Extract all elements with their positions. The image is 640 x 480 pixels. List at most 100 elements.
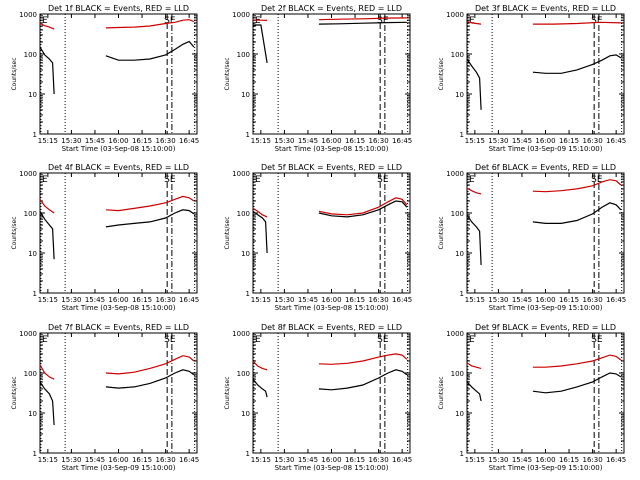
y-tick-label: 1000 (232, 11, 250, 19)
x-tick-label: 16:00 (321, 296, 341, 304)
y-tick-label: 10 (28, 91, 37, 99)
series-events-segment-1 (252, 378, 268, 398)
series-events-segment-1 (253, 24, 268, 63)
series-events-segment-2 (105, 369, 195, 389)
y-axis-title: Counts/sec (11, 57, 18, 90)
series-events-segment-2 (532, 54, 622, 74)
x-tick-label: 16:30 (369, 137, 389, 145)
marker-e: E (255, 16, 261, 26)
series-lld-segment-1 (39, 364, 55, 380)
x-tick-label: 15:15 (251, 456, 271, 464)
marker-e: E (42, 16, 48, 26)
series-lld-segment-2 (105, 195, 195, 212)
x-tick-label: 16:45 (392, 456, 412, 464)
x-tick-label: 16:45 (606, 296, 626, 304)
series-lld-segment-1 (39, 22, 55, 30)
x-tick-label: 16:45 (606, 456, 626, 464)
series-lld-segment-2 (532, 179, 622, 193)
x-axis-title: Start Time (03-Sep-09 15:10:00) (489, 464, 603, 472)
x-tick-label: 16:15 (345, 456, 365, 464)
x-tick-label: 16:30 (156, 137, 176, 145)
x-tick-label: 15:45 (298, 296, 318, 304)
marker-e: E (42, 175, 48, 185)
series-events-segment-1 (39, 210, 55, 260)
marker-se: SE (377, 335, 389, 345)
x-tick-label: 16:45 (392, 296, 412, 304)
series-lld-segment-1 (466, 187, 482, 195)
chart-title: Det 6f BLACK = Events, RED = LLD (475, 163, 616, 172)
x-axis-title: Start Time (03-Sep-08 15:10:00) (275, 464, 389, 472)
series-events-segment-1 (466, 58, 482, 110)
x-tick-label: 16:45 (179, 296, 199, 304)
x-tick-label: 15:30 (274, 296, 294, 304)
y-tick-label: 100 (24, 51, 37, 59)
x-tick-label: 15:30 (488, 456, 508, 464)
series-lld-segment-2 (318, 353, 408, 365)
marker-e: E (469, 16, 475, 26)
plot-frame (466, 13, 625, 135)
y-tick-label: 1 (460, 450, 464, 458)
x-tick-label: 16:00 (535, 137, 555, 145)
x-axis-title: Start Time (03-Sep-09 15:10:00) (62, 464, 176, 472)
series-lld-segment-1 (466, 20, 482, 25)
x-tick-label: 15:15 (251, 296, 271, 304)
chart-title: Det 1f BLACK = Events, RED = LLD (48, 4, 189, 13)
chart-title: Det 5f BLACK = Events, RED = LLD (261, 163, 402, 172)
x-tick-label: 15:15 (38, 137, 58, 145)
y-tick-label: 100 (237, 51, 250, 59)
x-tick-label: 15:45 (512, 137, 532, 145)
y-tick-label: 1000 (232, 330, 250, 338)
series-lld-segment-2 (318, 17, 407, 21)
marker-se: SE (164, 335, 176, 345)
x-tick-label: 15:45 (512, 296, 532, 304)
marker-se: SE (377, 16, 389, 26)
x-tick-label: 16:00 (535, 456, 555, 464)
y-tick-label: 1 (246, 290, 250, 298)
x-tick-label: 16:45 (179, 137, 199, 145)
series-lld-segment-1 (466, 362, 482, 369)
y-tick-label: 10 (241, 410, 250, 418)
marker-se: SE (591, 175, 603, 185)
y-tick-label: 10 (455, 91, 464, 99)
x-axis-title: Start Time (03-Sep-09 15:10:00) (489, 304, 603, 312)
y-tick-label: 1000 (232, 170, 250, 178)
x-tick-label: 15:45 (298, 137, 318, 145)
x-axis-title: Start Time (03-Sep-08 15:10:00) (275, 304, 389, 312)
x-tick-label: 15:30 (274, 456, 294, 464)
plot-frame (252, 332, 411, 454)
x-tick-label: 15:30 (61, 137, 81, 145)
plot-frame (252, 13, 411, 135)
y-tick-label: 1000 (19, 170, 37, 178)
y-tick-label: 1 (460, 290, 464, 298)
x-tick-label: 16:00 (108, 456, 128, 464)
x-tick-label: 16:00 (108, 296, 128, 304)
x-tick-label: 15:15 (465, 137, 485, 145)
series-lld-segment-2 (318, 197, 408, 216)
y-tick-label: 100 (237, 210, 250, 218)
x-tick-label: 16:30 (583, 296, 603, 304)
series-events-segment-2 (105, 40, 195, 61)
x-tick-label: 15:45 (85, 296, 105, 304)
y-tick-label: 1 (246, 450, 250, 458)
x-tick-label: 16:15 (132, 456, 152, 464)
x-tick-label: 16:00 (321, 456, 341, 464)
x-tick-label: 16:45 (606, 137, 626, 145)
x-tick-label: 16:15 (345, 296, 365, 304)
y-tick-label: 1000 (19, 11, 37, 19)
y-tick-label: 1000 (446, 170, 464, 178)
x-tick-label: 15:15 (38, 296, 58, 304)
y-tick-label: 1000 (446, 11, 464, 19)
marker-se: SE (591, 335, 603, 345)
marker-se: SE (377, 175, 389, 185)
x-tick-label: 15:30 (488, 137, 508, 145)
x-axis-title: Start Time (03-Sep-08 15:10:00) (62, 304, 176, 312)
x-tick-label: 15:30 (61, 456, 81, 464)
series-events-segment-1 (466, 381, 482, 402)
y-tick-label: 100 (451, 370, 464, 378)
